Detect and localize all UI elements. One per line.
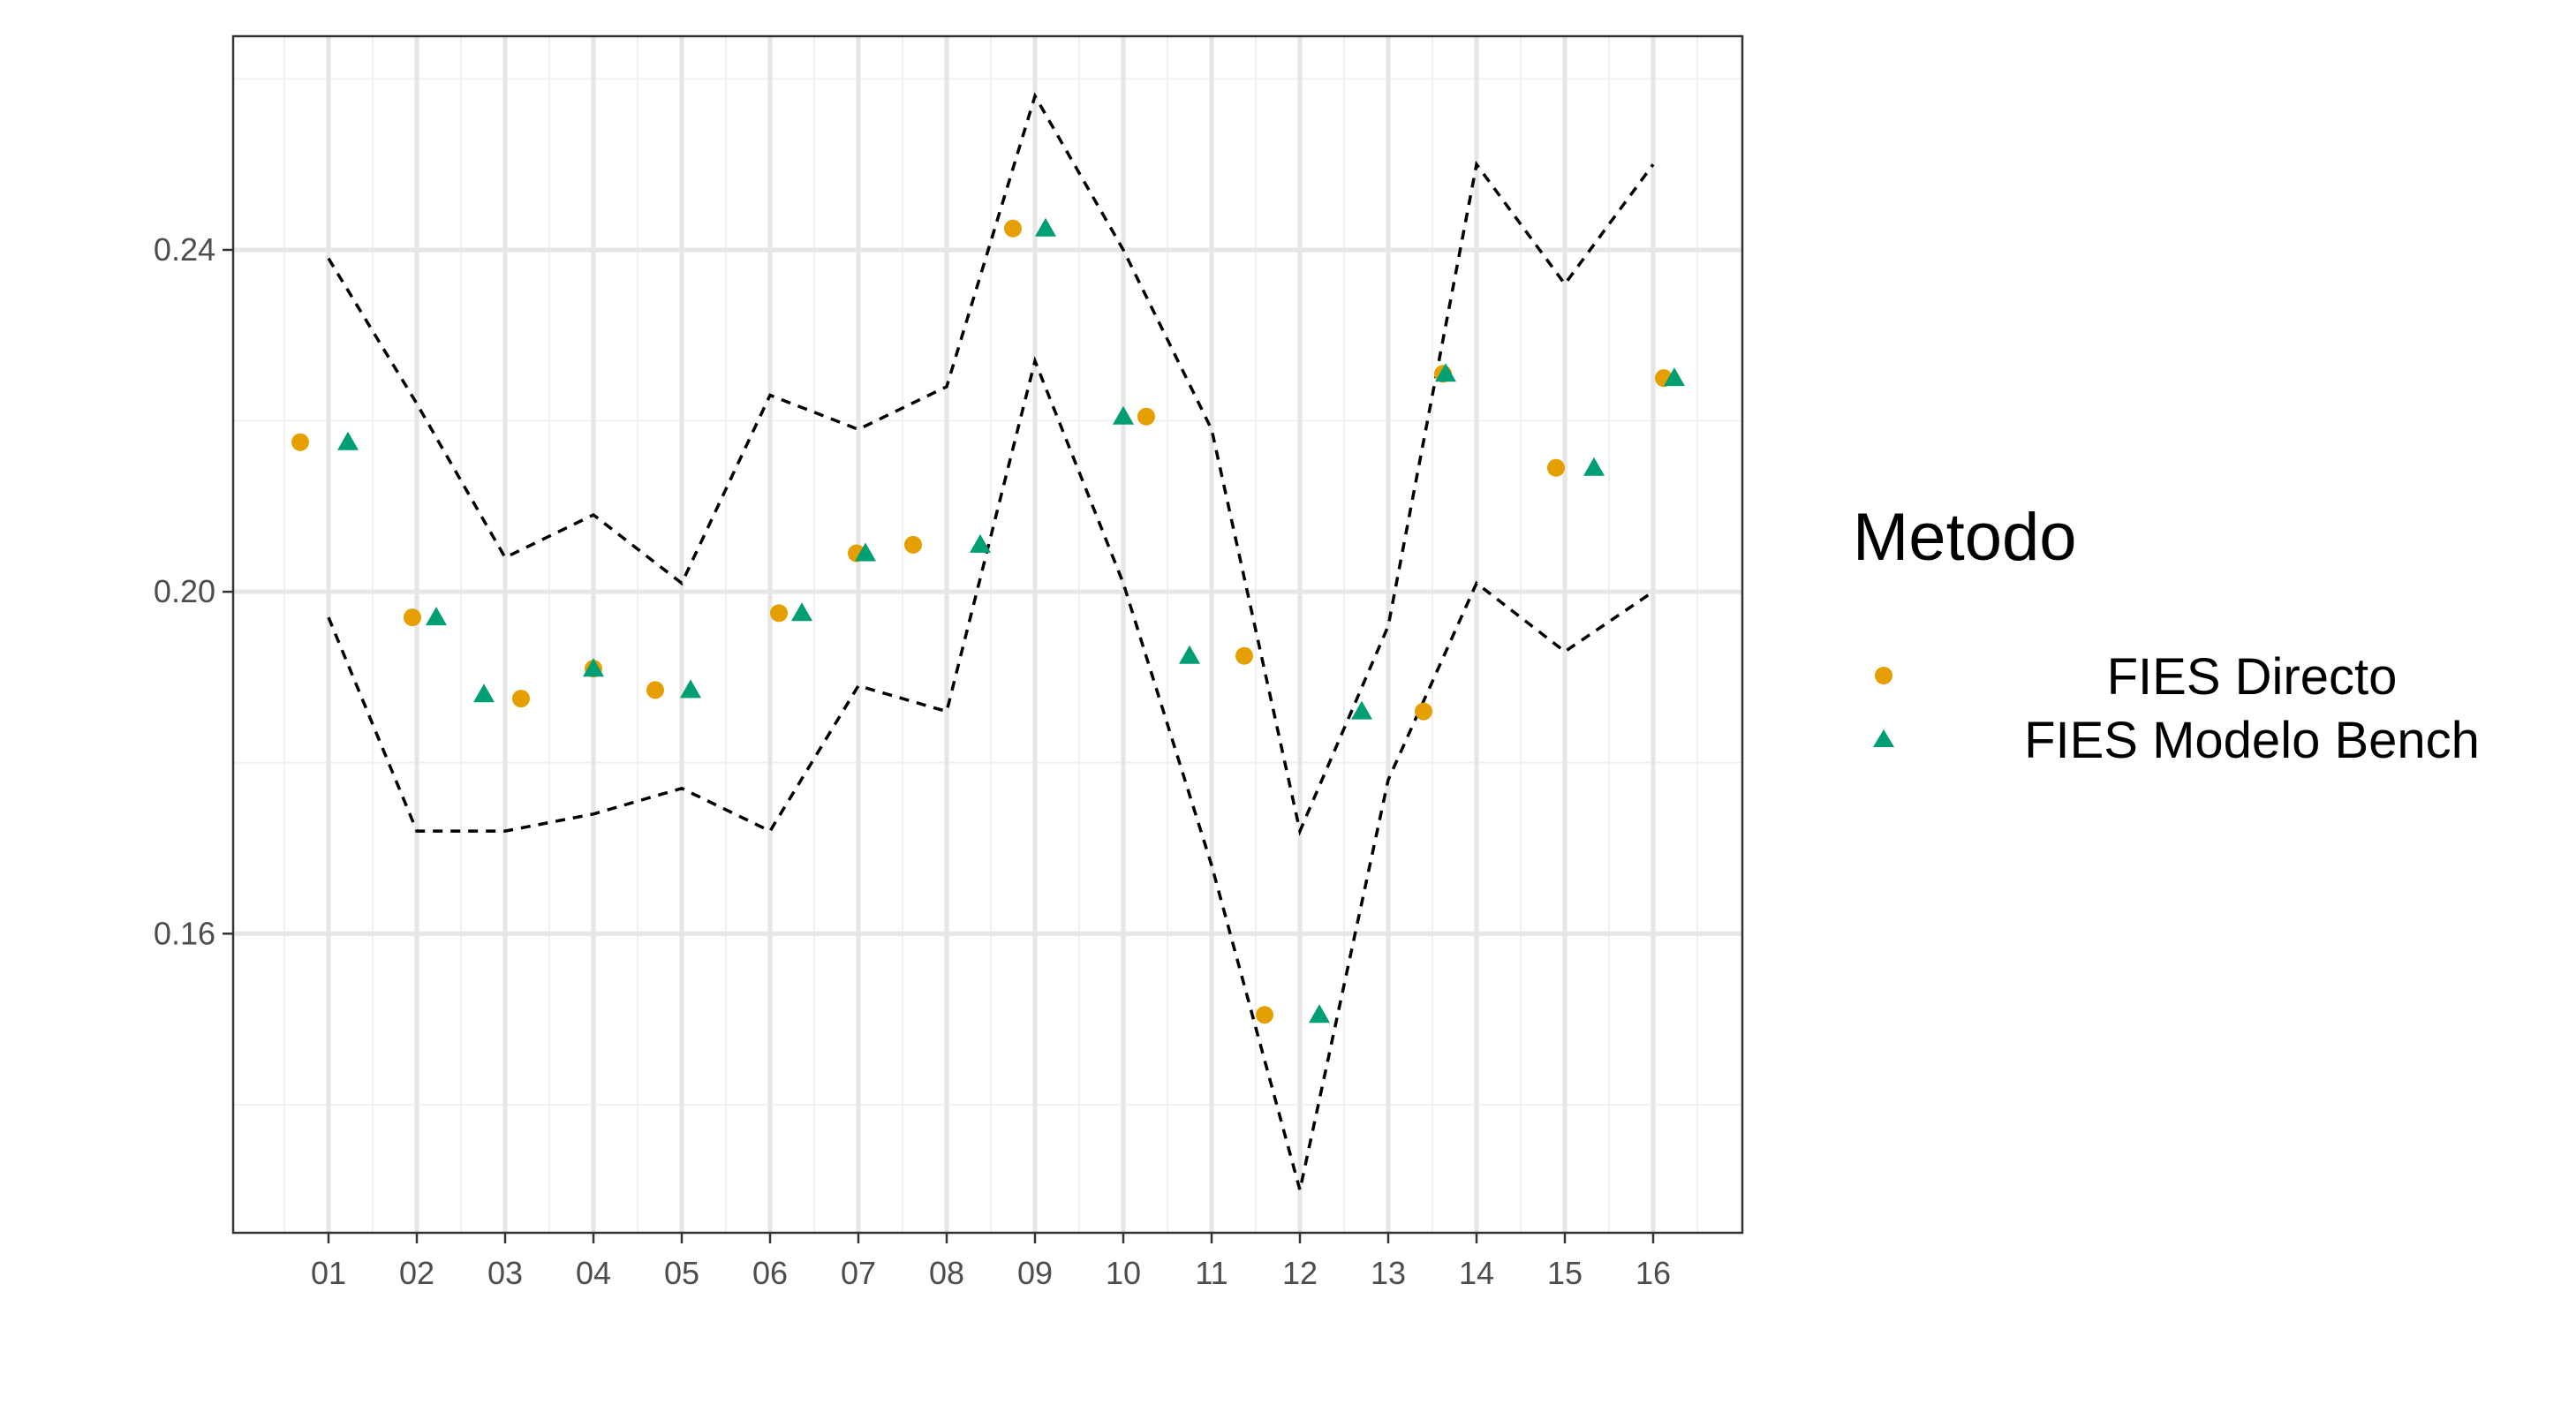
x-tick-label: 14 — [1459, 1255, 1494, 1291]
upper-bound-line — [327, 92, 1655, 836]
confidence-bounds — [327, 92, 1655, 1191]
legend-title: Metodo — [1853, 500, 2077, 575]
x-tick-label: 01 — [311, 1255, 346, 1291]
point-fies-directo — [1256, 1006, 1273, 1024]
point-fies-modelo-bench — [791, 602, 812, 622]
y-tick-label: 0.20 — [154, 573, 215, 609]
point-fies-modelo-bench — [1309, 1004, 1330, 1023]
point-fies-directo — [1547, 458, 1565, 477]
x-tick-label: 16 — [1635, 1255, 1671, 1291]
x-axis: 01 02 03 04 05 06 07 08 09 10 11 12 13 14 15 16 — [311, 1233, 1671, 1291]
point-fies-modelo-bench — [473, 684, 495, 703]
point-fies-modelo-bench — [855, 542, 876, 562]
point-fies-modelo-bench — [1435, 363, 1456, 382]
point-fies-modelo-bench — [1179, 645, 1200, 664]
x-tick-label: 07 — [841, 1255, 876, 1291]
point-fies-directo — [1004, 219, 1022, 238]
legend-key-fies-modelo-bench — [1873, 729, 1894, 747]
x-tick-label: 13 — [1371, 1255, 1406, 1291]
point-fies-modelo-bench — [426, 607, 447, 626]
point-fies-modelo-bench — [583, 658, 604, 677]
point-fies-modelo-bench — [1035, 217, 1056, 237]
data-points — [291, 217, 1685, 1024]
x-tick-label: 04 — [576, 1255, 611, 1291]
x-tick-label: 09 — [1017, 1255, 1053, 1291]
y-tick-label: 0.24 — [154, 231, 215, 268]
point-fies-directo — [404, 608, 421, 627]
plot-panel-background — [233, 36, 1742, 1233]
y-tick-label: 0.16 — [154, 915, 215, 951]
x-tick-label: 10 — [1106, 1255, 1141, 1291]
point-fies-directo — [291, 433, 309, 451]
point-fies-directo — [1137, 407, 1155, 426]
x-tick-label: 11 — [1195, 1255, 1228, 1291]
x-tick-label: 02 — [399, 1255, 434, 1291]
point-fies-modelo-bench — [1583, 457, 1605, 476]
plot-panel-border — [231, 34, 1744, 1235]
point-fies-directo — [1235, 646, 1253, 665]
y-axis: 0.16 0.20 0.24 — [154, 231, 233, 951]
point-fies-modelo-bench — [970, 533, 991, 553]
x-tick-label: 15 — [1547, 1255, 1583, 1291]
legend-key-fies-directo — [1875, 667, 1892, 684]
x-tick-label: 06 — [752, 1255, 788, 1291]
point-fies-modelo-bench — [337, 431, 359, 450]
point-fies-modelo-bench — [1351, 700, 1372, 720]
x-tick-label: 12 — [1282, 1255, 1318, 1291]
x-tick-label: 05 — [664, 1255, 699, 1291]
point-fies-modelo-bench — [680, 679, 701, 699]
point-fies-directo — [646, 681, 664, 699]
legend-label-fies-directo: FIES Directo — [2107, 648, 2398, 706]
lower-bound-line — [327, 356, 1654, 1191]
point-fies-modelo-bench — [1664, 367, 1685, 387]
point-fies-directo — [512, 690, 530, 708]
point-fies-modelo-bench — [1113, 405, 1134, 425]
x-tick-label: 03 — [487, 1255, 523, 1291]
point-fies-directo — [1415, 702, 1432, 721]
legend: Metodo FIES Directo FIES Modelo Bench — [1853, 500, 2480, 769]
legend-label-fies-modelo-bench: FIES Modelo Bench — [2024, 712, 2480, 769]
x-tick-label: 08 — [929, 1255, 964, 1291]
grid-minor — [233, 36, 1742, 1233]
point-fies-directo — [770, 604, 788, 623]
grid-major — [233, 36, 1742, 1233]
point-fies-directo — [904, 535, 922, 554]
